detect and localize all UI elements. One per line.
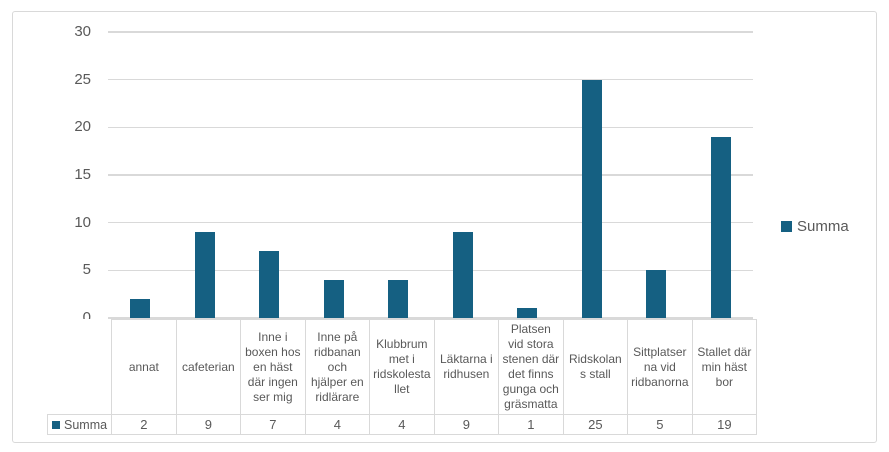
category-label: Inne i boxen hos en häst där ingen ser m…	[240, 319, 306, 415]
category-label: Klubbrummet i ridskolestallet	[369, 319, 435, 415]
bar-10[interactable]	[710, 136, 731, 318]
category-label: Inne på ridbanan och hjälper en ridlärar…	[304, 319, 371, 415]
y-axis-tick-label: 25	[74, 70, 91, 88]
bar-4[interactable]	[323, 279, 344, 318]
chart-frame[interactable]: 0 5 10 15 20 25 30 annat cafeterian Inne i boxen…	[12, 11, 877, 443]
table-value: 2	[111, 414, 177, 435]
bar-slot	[431, 32, 496, 318]
category-label: Platsen vid stora stenen där det finns g…	[498, 319, 564, 415]
chart-data-table: annat cafeterian Inne i boxen hos en häst …	[46, 319, 758, 435]
bar-2[interactable]	[194, 232, 215, 318]
bar-5[interactable]	[388, 279, 409, 318]
category-header-row: annat cafeterian Inne i boxen hos en häst …	[48, 319, 758, 415]
table-value: 5	[627, 414, 693, 435]
table-value: 25	[562, 414, 629, 435]
table-value: 9	[433, 414, 500, 435]
gridline-0	[108, 317, 753, 319]
bar-7[interactable]	[517, 308, 538, 318]
bar-slot	[366, 32, 431, 318]
category-label: cafeterian	[175, 319, 242, 415]
bar-slot	[237, 32, 302, 318]
gridline-25	[108, 78, 753, 81]
y-axis: 0 5 10 15 20 25 30	[31, 23, 91, 326]
gridline-20	[108, 126, 753, 129]
bar-6[interactable]	[452, 232, 473, 318]
bar-slot	[560, 32, 625, 318]
bar-9[interactable]	[646, 270, 667, 318]
series-key-icon	[52, 420, 60, 429]
y-axis-tick-label: 30	[74, 23, 91, 40]
bar-8[interactable]	[581, 79, 602, 318]
table-value: 1	[498, 414, 564, 435]
bar-slot	[495, 32, 560, 318]
category-label: Stallet där min häst bor	[691, 319, 758, 415]
legend-swatch-icon	[781, 220, 792, 232]
bar-slot	[302, 32, 367, 318]
gridline-30	[108, 31, 753, 33]
table-value: 4	[304, 414, 371, 435]
table-row-label-text: Summa	[64, 417, 108, 432]
category-label: Läktarna i ridhusen	[433, 319, 500, 415]
y-axis-tick-label: 5	[82, 261, 91, 279]
bar-slot	[624, 32, 689, 318]
table-value: 19	[691, 414, 758, 435]
y-axis-tick-label: 10	[74, 213, 91, 231]
y-axis-tick-label: 15	[74, 166, 91, 183]
category-label: Ridskolans stall	[562, 319, 629, 415]
bar-slot	[173, 32, 238, 318]
table-value: 4	[369, 414, 435, 435]
bar-series-summa	[108, 32, 753, 318]
category-label: annat	[111, 319, 177, 415]
y-axis-tick-label: 0	[82, 309, 91, 326]
gridline-10	[108, 221, 753, 224]
legend[interactable]: Summa	[781, 217, 849, 235]
table-row-label: Summa	[46, 414, 113, 435]
bar-1[interactable]	[130, 298, 151, 318]
category-label: Sittplatserna vid ridbanorna	[627, 319, 693, 415]
value-row: Summa 2 9 7 4 4 9 1 25 5 19	[46, 414, 758, 435]
y-axis-tick-label: 20	[74, 118, 91, 136]
plot-area	[108, 31, 753, 319]
table-value: 9	[175, 414, 242, 435]
bar-slot	[108, 32, 173, 318]
legend-label: Summa	[797, 217, 849, 235]
gridline-5	[108, 269, 753, 272]
bar-slot	[689, 32, 754, 318]
table-corner-cell	[48, 320, 112, 415]
table-value: 7	[240, 414, 306, 435]
bar-3[interactable]	[259, 251, 280, 318]
gridline-15	[108, 174, 753, 176]
